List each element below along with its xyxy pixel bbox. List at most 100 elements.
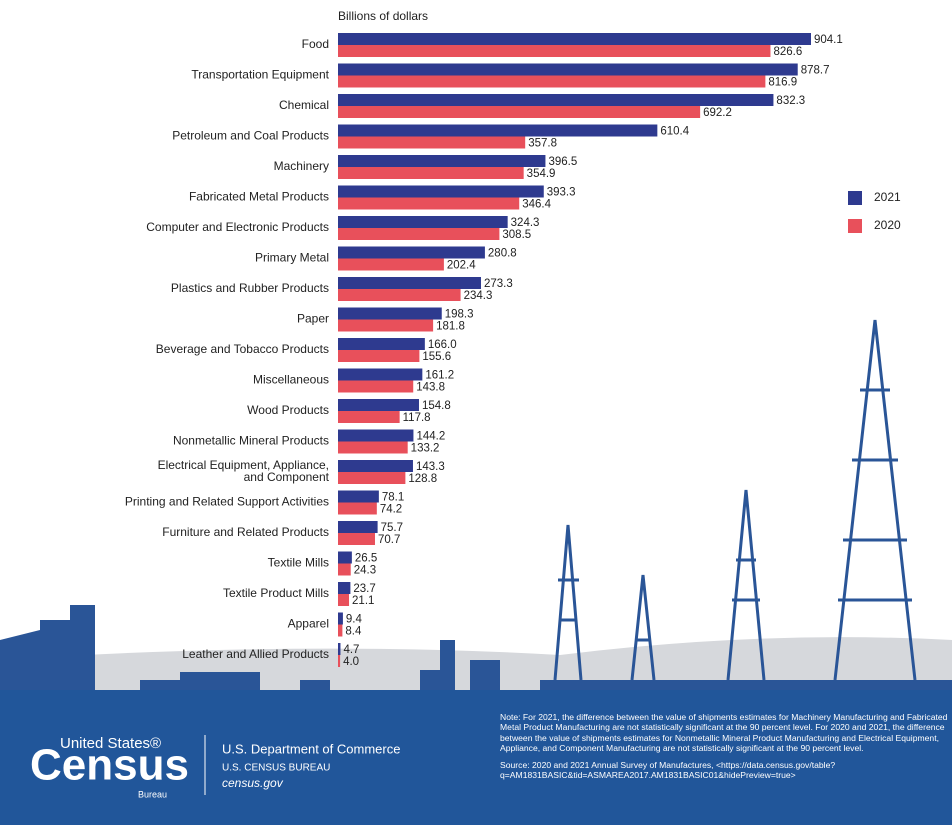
bar [338,502,377,515]
value-label: 154.8 [422,400,451,412]
bar [338,33,811,45]
bar [338,643,341,655]
category-label: Plastics and Rubber Products [171,281,329,295]
bar [338,350,420,362]
value-label: 144.2 [416,431,445,443]
legend-label: 2021 [874,190,901,204]
source: Source: 2020 and 2021 Annual Survey of M… [500,760,836,781]
value-label: 816.9 [768,77,797,89]
value-label: 393.3 [547,187,576,199]
bar [338,277,481,289]
category-label: Apparel [288,617,329,631]
category-label: Fabricated Metal Products [189,190,329,204]
bar [338,380,414,393]
value-label: 354.9 [527,168,556,180]
value-label: 198.3 [445,309,474,321]
value-label: 692.2 [703,107,732,119]
category-label: Petroleum and Coal Products [172,129,329,143]
legend-label: 2020 [874,218,901,232]
value-label: 832.3 [776,95,805,107]
bar [338,594,350,606]
bureau: U.S. CENSUS BUREAU [222,763,330,774]
bar [338,655,341,667]
value-label: 70.7 [378,534,400,546]
value-label: 21.1 [352,595,374,607]
bar [338,441,408,454]
value-label: 234.3 [464,290,493,302]
value-label: 143.3 [416,461,445,473]
bar [338,185,544,198]
category-label: Leather and Allied Products [182,647,329,661]
bar [338,197,520,210]
value-label: 155.6 [422,351,451,363]
bar [338,167,524,179]
bar [338,490,379,503]
footer-band [0,690,952,825]
category-label: Printing and Related Support Activities [125,495,329,509]
category-label: Textile Product Mills [223,586,329,600]
category-label: Primary Metal [255,251,329,265]
bar [338,106,701,118]
note: Note: For 2021, the difference between t… [500,712,948,754]
value-label: 133.2 [411,443,440,455]
value-label: 826.6 [773,46,802,58]
bar [338,319,434,332]
bar [338,368,423,381]
axis-label: Billions of dollars [338,9,428,23]
value-label: 78.1 [382,492,404,504]
bar [338,258,444,271]
bar [338,521,378,533]
category-label: Machinery [274,159,329,173]
bar [338,460,413,472]
bar [338,533,375,545]
value-label: 202.4 [447,260,476,272]
bar [338,563,351,576]
bar [338,551,352,564]
value-label: 324.3 [511,217,540,229]
legend-swatch [848,219,862,233]
value-label: 23.7 [353,583,375,595]
value-label: 75.7 [381,522,403,534]
bar [338,624,343,637]
bar [338,216,508,228]
value-label: 181.8 [436,321,465,333]
logo-main: Census [30,741,189,790]
category-label: Chemical [279,98,329,112]
category-label: Miscellaneous [253,373,329,387]
value-label: 117.8 [403,412,431,424]
value-label: 610.4 [660,126,689,138]
bar [338,429,414,442]
value-label: 904.1 [814,34,843,46]
value-label: 878.7 [801,65,830,77]
bar [338,155,546,167]
bar [338,338,425,350]
bar [338,136,526,149]
value-label: 4.7 [343,644,359,656]
bar [338,246,485,259]
value-label: 161.2 [425,370,454,382]
bar [338,399,419,411]
category-label: Nonmetallic Mineral Products [173,434,329,448]
value-label: 74.2 [380,504,402,516]
value-label: 346.4 [522,199,551,211]
bar [338,228,500,240]
value-label: 143.8 [416,382,445,394]
site: census.gov [222,776,284,790]
category-label: Textile Mills [268,556,329,570]
bar [338,289,461,301]
value-label: 8.4 [345,626,362,638]
category-label: Beverage and Tobacco Products [156,342,329,356]
bar [338,612,343,625]
category-label: Wood Products [247,403,329,417]
logo-top: United States® [60,735,161,752]
bar [338,472,406,484]
bar [338,75,766,88]
value-label: 166.0 [428,339,457,351]
value-label: 24.3 [354,565,376,577]
skyline [0,319,952,700]
bar [338,411,400,423]
value-label: 128.8 [408,473,437,485]
bar [338,582,351,594]
